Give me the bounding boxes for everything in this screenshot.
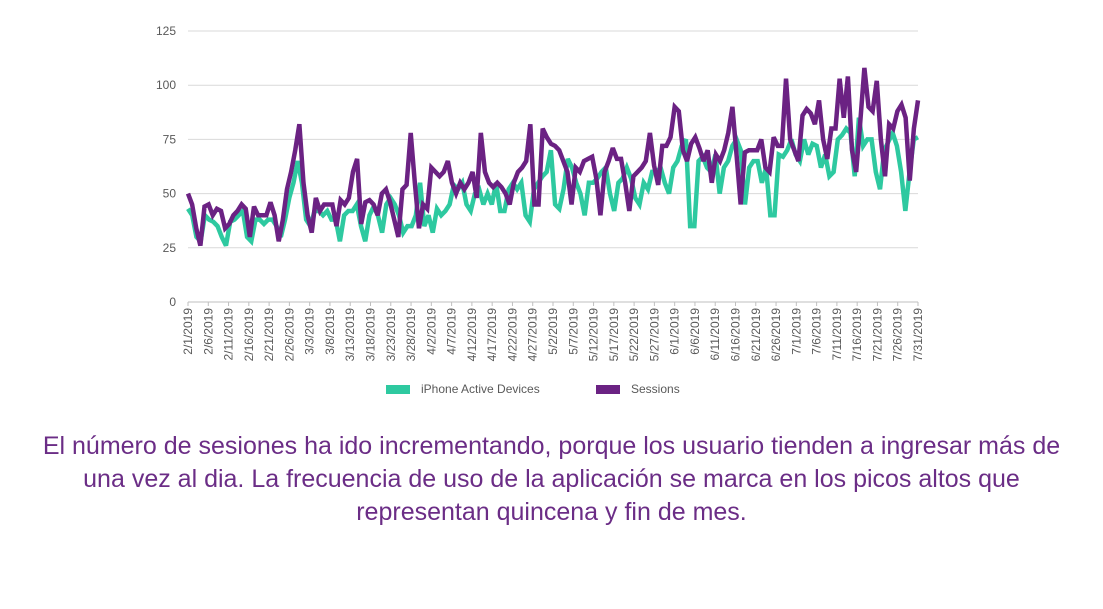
x-tick-label: 3/8/2019 [323, 308, 337, 355]
x-tick-label: 6/1/2019 [668, 308, 682, 355]
x-tick-label: 3/23/2019 [384, 308, 398, 362]
y-gridlines [188, 30, 918, 249]
x-tick-label: 6/11/2019 [708, 308, 722, 361]
x-tick-label: 7/16/2019 [850, 308, 864, 362]
x-tick-label: 2/6/2019 [201, 308, 215, 355]
series-lines [185, 67, 921, 247]
x-tick-label: 2/26/2019 [282, 308, 296, 362]
x-tick-label: 6/21/2019 [749, 308, 763, 362]
x-tick-label: 7/1/2019 [789, 308, 803, 355]
x-tick-label: 2/16/2019 [242, 308, 256, 362]
x-tick-label: 7/11/2019 [830, 308, 844, 361]
x-tick-label: 6/26/2019 [769, 308, 783, 362]
x-tick-label: 5/12/2019 [587, 308, 601, 362]
x-tick-label: 5/7/2019 [566, 308, 580, 355]
y-tick-label: 125 [156, 24, 176, 38]
series-line-sessions [185, 67, 921, 247]
x-tick-label: 5/17/2019 [607, 308, 621, 362]
x-tick-label: 7/31/2019 [911, 308, 925, 362]
x-tick-label: 5/27/2019 [647, 308, 661, 362]
legend-swatch [386, 385, 410, 394]
legend-label: Sessions [631, 382, 680, 396]
x-tick-label: 3/13/2019 [343, 308, 357, 362]
x-tick-label: 7/21/2019 [870, 308, 884, 362]
x-tick-label: 3/28/2019 [404, 308, 418, 362]
y-tick-label: 50 [163, 187, 177, 201]
y-tick-label: 0 [169, 295, 176, 309]
legend-swatch [596, 385, 620, 394]
x-tick-label: 7/6/2019 [810, 308, 824, 355]
x-tick-label: 4/12/2019 [465, 308, 479, 362]
x-tick-label: 4/17/2019 [485, 308, 499, 362]
x-tick-label: 7/26/2019 [891, 308, 905, 362]
chart-caption: El número de sesiones ha ido incrementan… [42, 432, 1061, 526]
x-tick-label: 5/22/2019 [627, 308, 641, 362]
x-tick-label: 4/7/2019 [445, 308, 459, 355]
legend-label: iPhone Active Devices [421, 382, 540, 396]
y-axis-tick-labels: 0 25 50 75 100 125 [156, 24, 176, 309]
x-tick-label: 2/11/2019 [222, 308, 236, 361]
x-tick-label: 6/6/2019 [688, 308, 702, 355]
x-tick-label: 4/22/2019 [505, 308, 519, 362]
x-tick-label: 4/2/2019 [424, 308, 438, 355]
x-tick-label: 2/1/2019 [181, 308, 195, 355]
x-tick-label: 6/16/2019 [729, 308, 743, 362]
x-tick-label: 5/2/2019 [546, 308, 560, 355]
x-tick-label: 4/27/2019 [526, 308, 540, 362]
y-tick-label: 100 [156, 78, 176, 92]
y-tick-label: 25 [163, 241, 177, 255]
x-tick-label: 2/21/2019 [262, 308, 276, 362]
x-tick-label: 3/18/2019 [364, 308, 378, 362]
chart-legend: iPhone Active Devices Sessions [386, 382, 680, 396]
y-tick-label: 75 [163, 132, 177, 146]
x-axis-tick-labels: 2/1/2019 2/6/2019 2/11/2019 2/16/2019 2/21/2… [181, 302, 925, 361]
x-tick-label: 3/3/2019 [303, 308, 317, 355]
